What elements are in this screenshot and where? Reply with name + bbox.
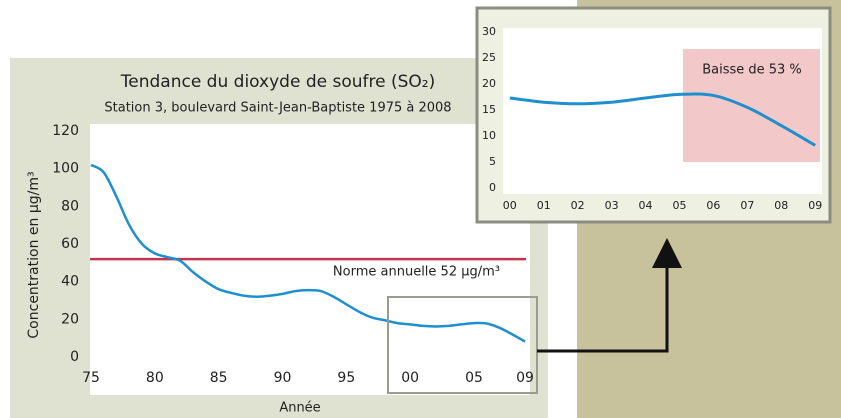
- y-tick-label: 25: [482, 51, 496, 64]
- y-tick-label: 30: [482, 25, 496, 38]
- y-tick-label: 15: [482, 103, 496, 116]
- x-tick-label: 08: [774, 199, 788, 212]
- x-tick-label: 05: [672, 199, 686, 212]
- x-tick-label: 01: [537, 199, 551, 212]
- zoom-box: [387, 296, 538, 394]
- x-axis-label: Année: [279, 401, 320, 416]
- x-tick-label: 75: [82, 370, 100, 386]
- y-tick-label: 10: [482, 129, 496, 142]
- y-tick-label: 40: [61, 274, 79, 290]
- x-tick-label: 04: [639, 199, 653, 212]
- y-tick-label: 80: [61, 198, 79, 214]
- x-tick-label: 06: [706, 199, 720, 212]
- x-tick-label: 85: [210, 370, 228, 386]
- x-tick-label: 03: [605, 199, 619, 212]
- x-tick-label: 09: [808, 199, 822, 212]
- data-line: [509, 92, 816, 147]
- highlight-region: [683, 49, 820, 162]
- y-tick-label: 60: [61, 236, 79, 252]
- x-tick-label: 95: [337, 370, 355, 386]
- reference-label: Norme annuelle 52 µg/m³: [333, 265, 500, 280]
- x-tick-label: 07: [740, 199, 754, 212]
- arrow: [537, 255, 669, 353]
- x-tick-label: 09: [516, 370, 534, 386]
- data-line: [90, 163, 526, 343]
- annotation: Baisse de 53 %: [702, 63, 802, 78]
- arrow-head: [652, 238, 682, 268]
- chart-title: Tendance du dioxyde de soufre (SO₂): [120, 72, 435, 92]
- x-tick-label: 80: [146, 370, 164, 386]
- y-tick-label: 0: [489, 181, 496, 194]
- y-axis-label: Concentration en µg/m³: [26, 171, 42, 338]
- y-tick-label: 120: [52, 123, 79, 139]
- y-tick-label: 20: [482, 77, 496, 90]
- chart-subtitle: Station 3, boulevard Saint-Jean-Baptiste…: [104, 101, 451, 116]
- y-tick-label: 0: [70, 349, 79, 365]
- x-tick-label: 90: [274, 370, 292, 386]
- x-tick-label: 02: [571, 199, 585, 212]
- y-tick-label: 20: [61, 311, 79, 327]
- y-tick-label: 100: [52, 161, 79, 177]
- x-tick-label: 05: [465, 370, 483, 386]
- x-tick-label: 00: [401, 370, 419, 386]
- y-tick-label: 5: [489, 155, 496, 168]
- x-tick-label: 00: [503, 199, 517, 212]
